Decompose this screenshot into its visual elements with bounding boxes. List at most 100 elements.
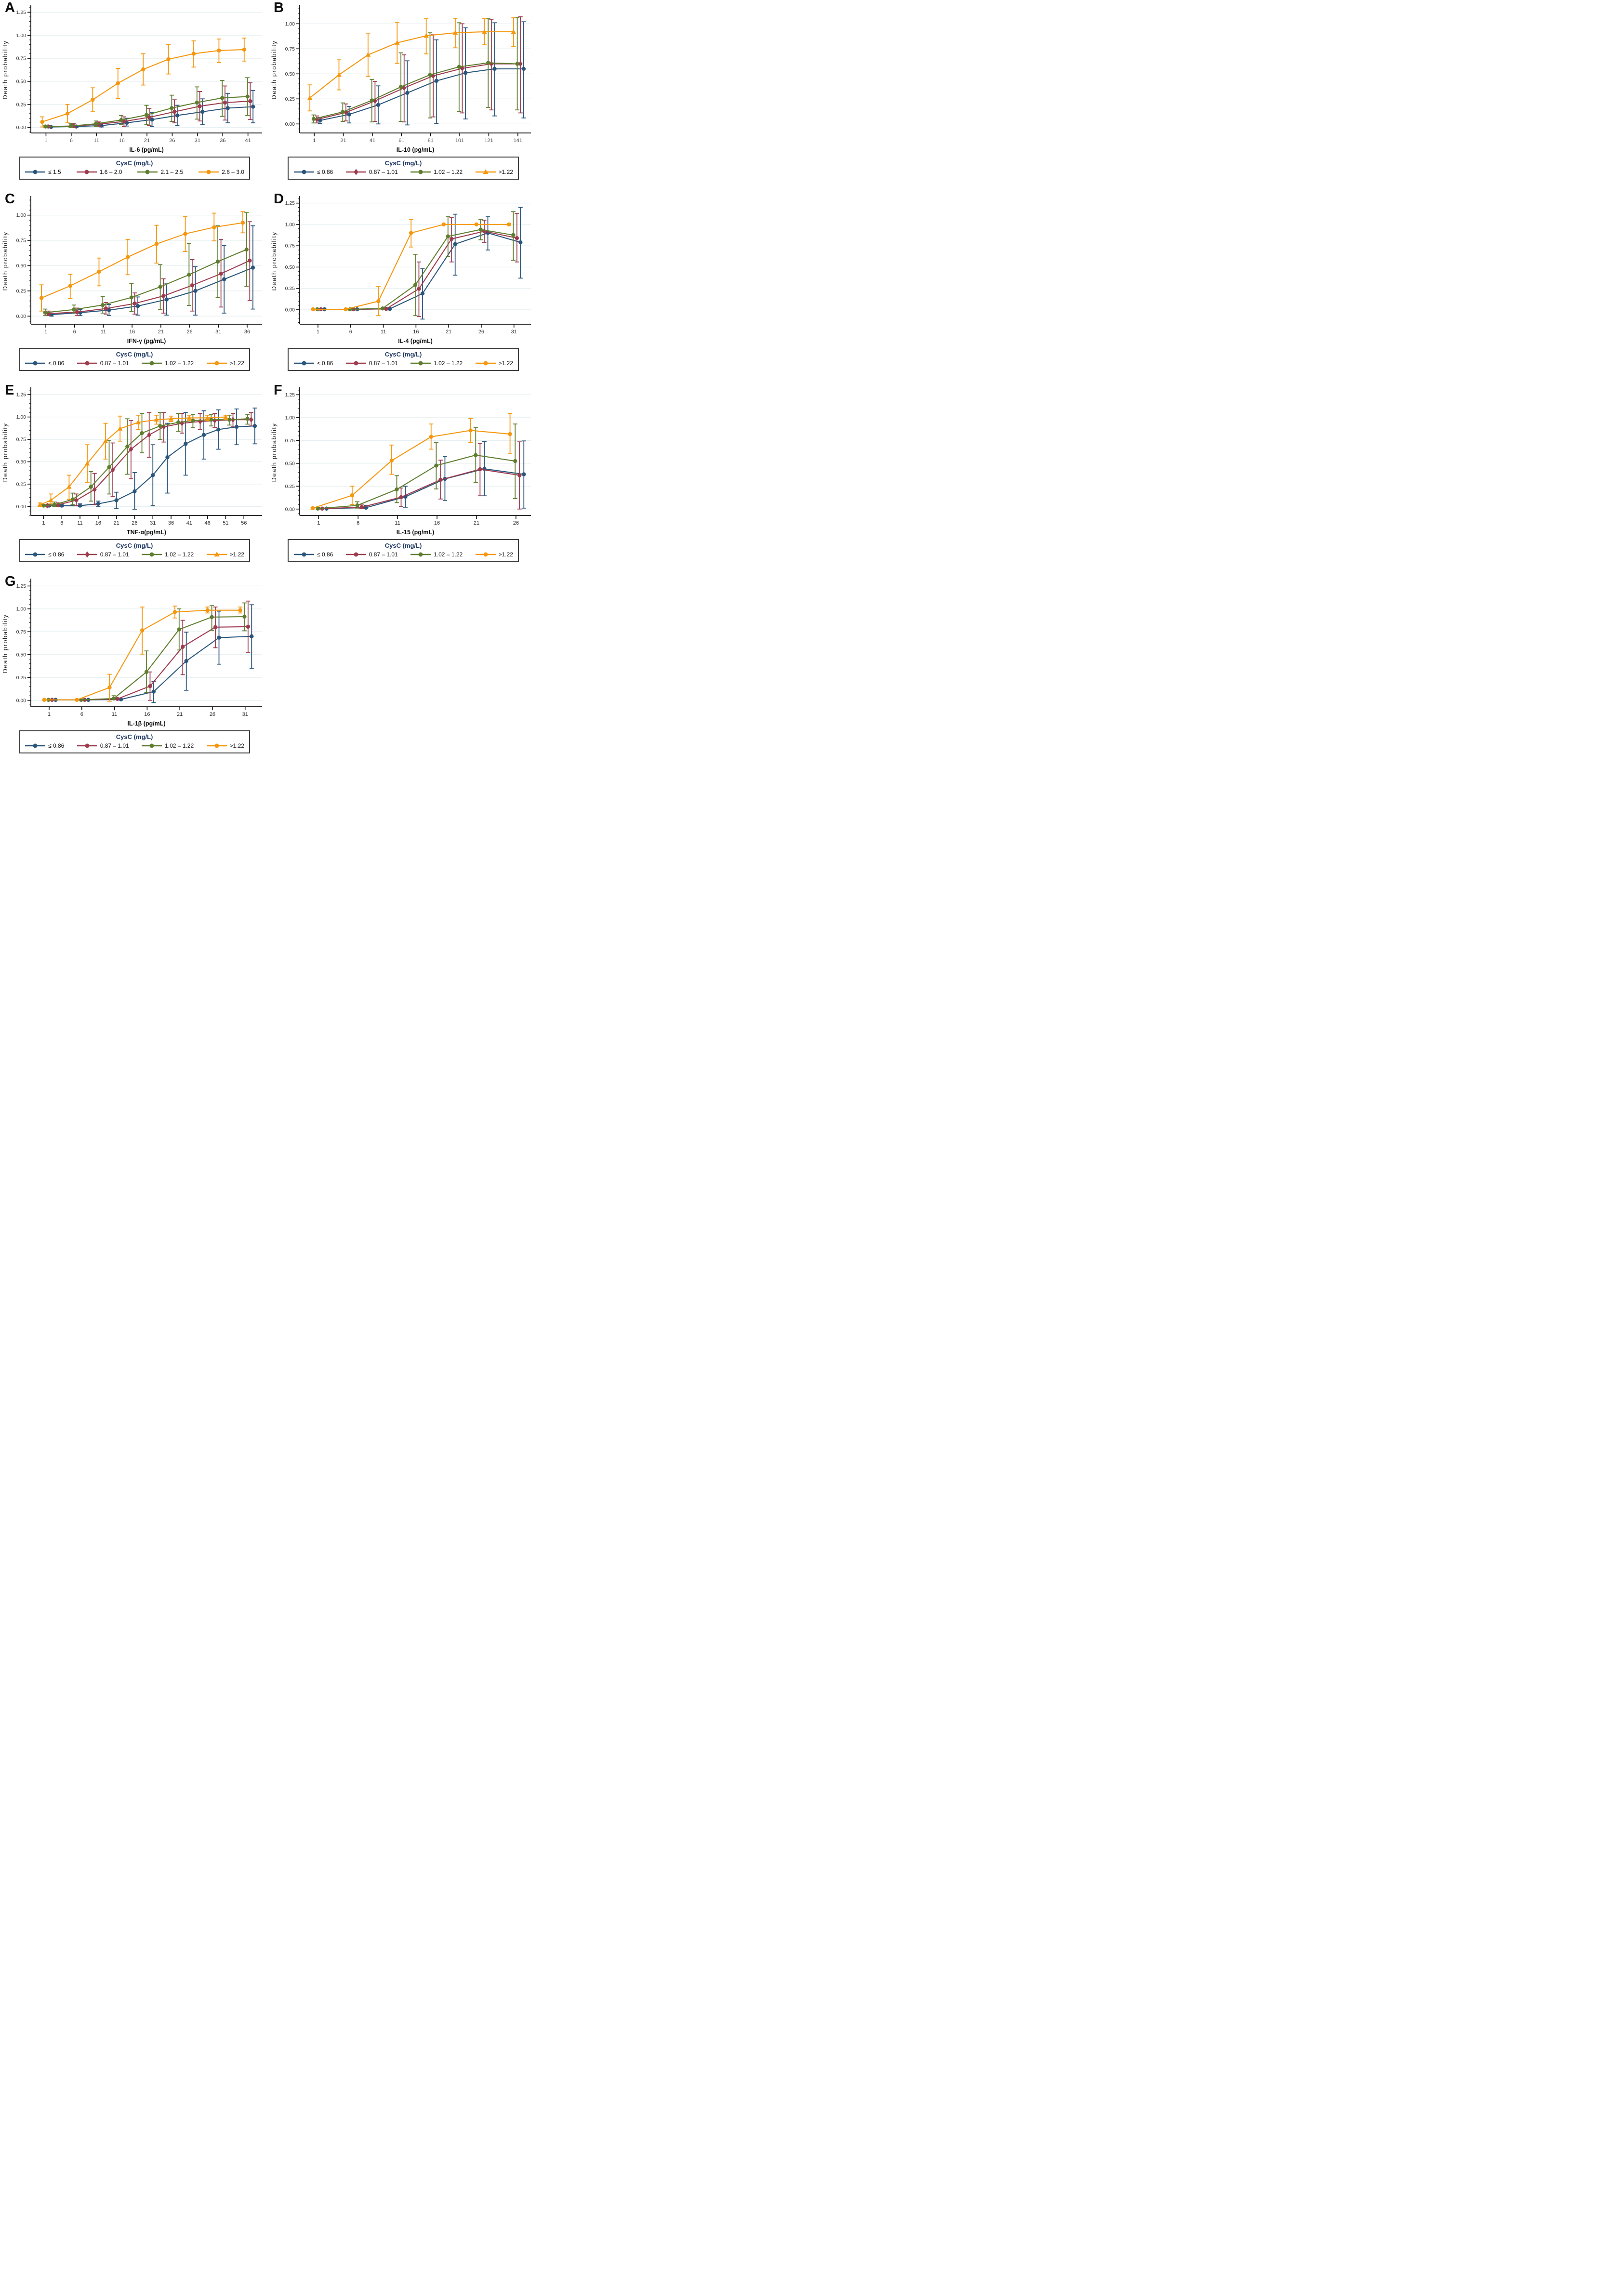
legend-row: ≤ 0.86 0.87 – 1.01 1.02 – 1.22 >1.22 xyxy=(291,359,515,367)
svg-text:51: 51 xyxy=(223,520,228,526)
legend-label: ≤ 0.86 xyxy=(317,551,333,558)
chart-canvas-G: 0.000.250.500.751.001.251 6 11 16 21 26 31IL-1… xyxy=(1,579,262,727)
svg-text:81: 81 xyxy=(428,138,434,144)
svg-text:0.50: 0.50 xyxy=(16,459,26,465)
legend-entry-blue: ≤ 0.86 xyxy=(293,359,333,367)
legend-label: 1.02 – 1.22 xyxy=(165,742,194,749)
svg-text:6: 6 xyxy=(73,329,76,335)
panel-D: D 0.00 0.25 0.50 0.75 1.00 1.25 1 6 11 16 21 26 31 IL-… xyxy=(269,191,538,383)
legend-row: ≤ 0.86 0.87 – 1.01 1.02 – 1.22 >1.22 xyxy=(23,742,246,750)
legend-label: 2.6 – 3.0 xyxy=(222,169,244,175)
circle-key-icon xyxy=(137,170,158,174)
svg-text:0.50: 0.50 xyxy=(16,79,26,85)
circle-key-icon xyxy=(410,552,431,557)
legend-entry-red: 0.87 – 1.01 xyxy=(77,742,129,750)
series-D-green xyxy=(315,211,516,317)
svg-text:1: 1 xyxy=(317,520,320,526)
legend-label: 0.87 – 1.01 xyxy=(369,169,398,175)
y-axis-label-G: Death probability xyxy=(1,614,9,673)
svg-text:11: 11 xyxy=(77,520,82,526)
legend-box-F: CysC (mg/L) ≤ 0.86 0.87 – 1.01 1.02 – 1.22 >… xyxy=(288,539,519,562)
svg-text:1.00: 1.00 xyxy=(285,21,295,27)
svg-text:26: 26 xyxy=(186,329,192,335)
svg-text:1.25: 1.25 xyxy=(285,200,295,206)
legend-entry-red: 0.87 – 1.01 xyxy=(345,551,398,558)
svg-text:0.25: 0.25 xyxy=(285,286,295,291)
legend-entry-orange: >1.22 xyxy=(206,551,244,558)
circle-key-icon xyxy=(142,361,162,366)
svg-text:0.25: 0.25 xyxy=(285,96,295,102)
svg-text:61: 61 xyxy=(398,138,404,144)
svg-text:0.50: 0.50 xyxy=(16,263,26,269)
circle-key-icon xyxy=(25,552,46,557)
svg-text:56: 56 xyxy=(241,520,247,526)
svg-text:1.25: 1.25 xyxy=(16,583,26,589)
svg-text:21: 21 xyxy=(474,520,479,526)
legend-entry-orange: >1.22 xyxy=(206,359,244,367)
legend-entry-green: 1.02 – 1.22 xyxy=(410,551,463,558)
series-G-blue xyxy=(53,604,254,703)
circle-key-icon xyxy=(25,743,46,748)
svg-text:21: 21 xyxy=(144,138,150,144)
legend-label: 0.87 – 1.01 xyxy=(100,551,129,558)
series-C-orange xyxy=(39,211,245,312)
legend-row: ≤ 0.86 0.87 – 1.01 1.02 – 1.22 >1.22 xyxy=(291,168,515,176)
legend-label: 1.02 – 1.22 xyxy=(165,360,194,367)
legend-entry-red: 0.87 – 1.01 xyxy=(77,359,129,367)
svg-text:31: 31 xyxy=(215,329,221,335)
legend-label: 0.87 – 1.01 xyxy=(369,551,398,558)
series-C-green xyxy=(43,212,249,317)
panel-G: G 0.00 0.25 0.50 0.75 1.00 1.25 1 6 11 16 21 26 31 IL-… xyxy=(0,574,269,765)
diamond-key-icon xyxy=(345,169,366,175)
svg-text:121: 121 xyxy=(484,138,493,144)
svg-text:0.00: 0.00 xyxy=(16,504,26,510)
legend-entry-red: 0.87 – 1.01 xyxy=(77,551,129,558)
svg-text:1.00: 1.00 xyxy=(285,415,295,421)
x-axis-label-E: TNF-α(pg/mL) xyxy=(127,529,166,536)
y-axis-label-F: Death probability xyxy=(270,422,278,482)
svg-text:41: 41 xyxy=(245,138,251,144)
circle-key-icon xyxy=(142,552,162,557)
svg-text:16: 16 xyxy=(95,520,101,526)
triangle-key-icon xyxy=(475,169,496,174)
legend-title: CysC (mg/L) xyxy=(384,351,422,358)
chart-canvas-E: 0.000.250.500.751.001.251 6 11 16 21 26 31 36 41… xyxy=(1,387,262,536)
circle-key-icon xyxy=(76,170,97,174)
series-G-red xyxy=(50,600,251,702)
legend-box-E: CysC (mg/L) ≤ 0.86 0.87 – 1.01 1.02 – 1.22 >… xyxy=(19,539,250,562)
panel-B: B 0.00 0.25 0.50 0.75 1.00 1 21 41 61 81 101 121 141 I… xyxy=(269,0,538,191)
legend-box-C: CysC (mg/L) ≤ 0.86 0.87 – 1.01 1.02 – 1.22 >… xyxy=(19,348,250,371)
svg-text:6: 6 xyxy=(60,520,63,526)
chart-canvas-C: 0.000.250.500.751.001 6 11 16 21 26 31 36IFN-γ … xyxy=(1,196,262,344)
svg-text:0.50: 0.50 xyxy=(285,71,295,77)
svg-text:0.00: 0.00 xyxy=(285,307,295,313)
legend-entry-orange: >1.22 xyxy=(206,742,244,750)
legend-entry-green: 1.02 – 1.22 xyxy=(141,742,194,750)
legend-entry-green: 1.02 – 1.22 xyxy=(410,168,463,176)
series-C-blue xyxy=(49,225,255,317)
svg-text:1: 1 xyxy=(44,329,47,335)
figure-grid: A 0.00 0.25 0.50 0.75 1.00 1.25 1 6 11 16 21 26 31 36 4… xyxy=(0,0,538,765)
x-axis-label-C: IFN-γ (pg/mL) xyxy=(127,338,166,344)
y-axis-label-C: Death probability xyxy=(1,231,9,290)
svg-text:0.75: 0.75 xyxy=(16,238,26,244)
svg-text:0.75: 0.75 xyxy=(285,243,295,249)
legend-entry-orange: >1.22 xyxy=(475,551,513,558)
svg-text:21: 21 xyxy=(158,329,164,335)
series-F-green xyxy=(316,423,517,511)
svg-text:11: 11 xyxy=(112,712,117,717)
svg-text:21: 21 xyxy=(114,520,119,526)
svg-text:1.00: 1.00 xyxy=(16,414,26,420)
series-A-orange xyxy=(40,38,247,128)
circle-key-icon xyxy=(77,743,97,748)
panel-A: A 0.00 0.25 0.50 0.75 1.00 1.25 1 6 11 16 21 26 31 36 4… xyxy=(0,0,269,191)
svg-text:1: 1 xyxy=(42,520,45,526)
svg-text:0.25: 0.25 xyxy=(16,288,26,294)
series-D-orange xyxy=(311,219,512,317)
legend-label: 0.87 – 1.01 xyxy=(100,360,129,367)
legend-entry-green: 2.1 – 2.5 xyxy=(137,168,183,176)
x-axis-label-B: IL-10 (pg/mL) xyxy=(397,146,434,153)
panel-label-E: E xyxy=(5,383,14,398)
svg-text:46: 46 xyxy=(204,520,210,526)
circle-key-icon xyxy=(206,743,227,748)
